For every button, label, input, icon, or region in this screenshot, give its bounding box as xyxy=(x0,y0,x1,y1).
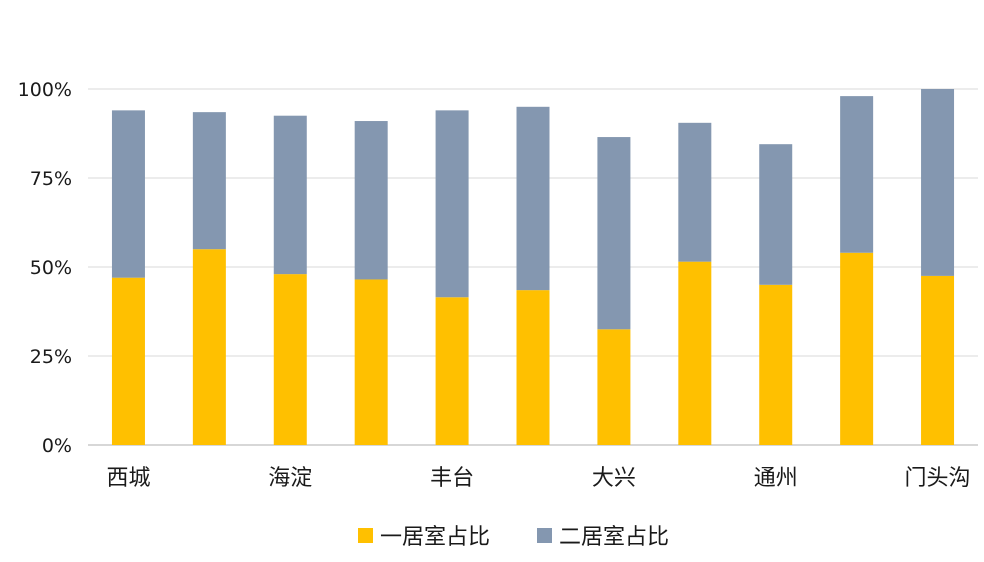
bar-segment-series-2 xyxy=(192,112,226,250)
x-tick-label: 大兴 xyxy=(592,466,636,491)
bar-segment-series-2 xyxy=(597,137,631,330)
legend-label: 二居室占比 xyxy=(559,525,669,550)
legend-swatch xyxy=(358,528,373,543)
bar-segment-series-2 xyxy=(516,106,550,291)
y-tick-label: 100% xyxy=(18,79,72,101)
x-tick-label: 丰台 xyxy=(430,466,474,491)
x-axis-labels: 西城 海淀 丰台 大兴 通州 门头沟 xyxy=(106,466,970,491)
y-tick-label: 75% xyxy=(30,168,72,190)
legend-swatch xyxy=(537,528,552,543)
bar-segment-series-2 xyxy=(354,121,388,280)
bar-segment-series-1 xyxy=(111,277,145,445)
y-tick-label: 50% xyxy=(30,257,72,279)
bar-segment-series-2 xyxy=(921,89,955,276)
bar-segment-series-1 xyxy=(273,274,307,445)
bars xyxy=(111,89,955,445)
legend-label: 一居室占比 xyxy=(380,525,490,550)
bar-segment-series-1 xyxy=(516,290,550,445)
legend: 一居室占比 二居室占比 xyxy=(358,525,669,550)
bar-segment-series-2 xyxy=(273,115,307,275)
y-tick-label: 25% xyxy=(30,346,72,368)
x-tick-label: 西城 xyxy=(106,466,150,491)
bar-segment-series-1 xyxy=(759,284,793,445)
bar-segment-series-1 xyxy=(921,275,955,445)
bar-segment-series-2 xyxy=(111,110,145,278)
bar-segment-series-2 xyxy=(840,96,874,253)
bar-segment-series-2 xyxy=(678,122,712,262)
bar-segment-series-1 xyxy=(354,279,388,445)
y-tick-label: 0% xyxy=(42,435,72,457)
bar-segment-series-1 xyxy=(678,261,712,445)
bar-segment-series-1 xyxy=(192,249,226,445)
bar-segment-series-1 xyxy=(840,252,874,445)
bar-segment-series-1 xyxy=(435,297,469,445)
y-axis-ticks: 0% 25% 50% 75% 100% xyxy=(18,79,72,457)
x-tick-label: 门头沟 xyxy=(905,466,971,491)
x-tick-label: 通州 xyxy=(754,466,798,491)
bar-segment-series-1 xyxy=(597,329,631,445)
bar-segment-series-2 xyxy=(759,144,793,285)
bar-segment-series-2 xyxy=(435,110,469,298)
x-tick-label: 海淀 xyxy=(268,466,312,491)
